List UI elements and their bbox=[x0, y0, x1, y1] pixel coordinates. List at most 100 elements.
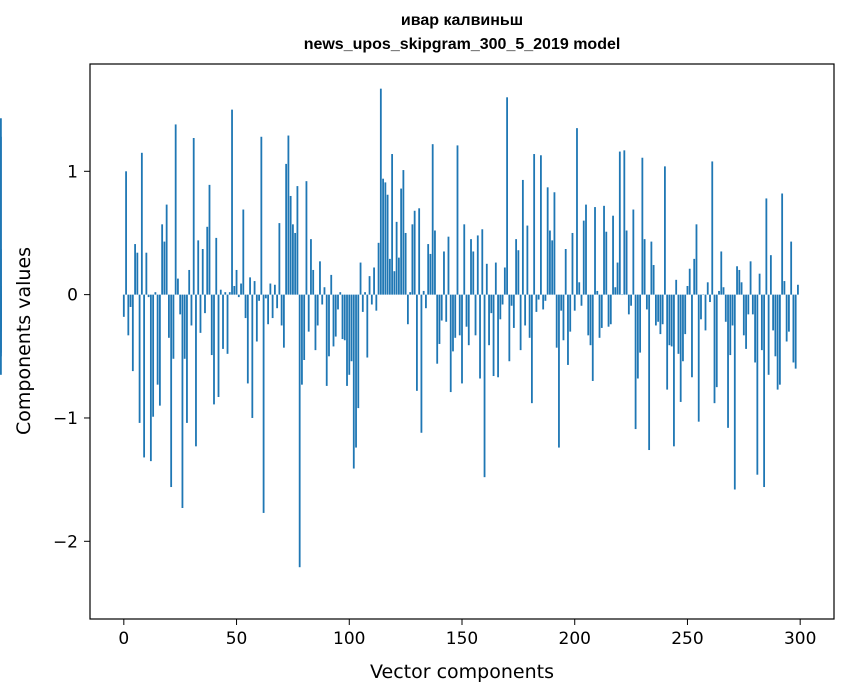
bar bbox=[600, 294, 603, 328]
bar bbox=[524, 294, 527, 326]
bar bbox=[706, 282, 709, 295]
bar bbox=[337, 294, 339, 310]
bar bbox=[307, 294, 310, 332]
bar bbox=[273, 284, 276, 295]
bar bbox=[691, 294, 693, 378]
bar bbox=[616, 262, 619, 295]
bar bbox=[760, 294, 763, 351]
bar bbox=[742, 294, 745, 336]
bar bbox=[251, 294, 254, 418]
bar bbox=[361, 294, 364, 312]
y-tick-label: −2 bbox=[53, 532, 78, 552]
bar bbox=[675, 279, 678, 295]
bar bbox=[709, 294, 711, 303]
bar bbox=[222, 294, 224, 349]
bar bbox=[517, 250, 520, 295]
bar bbox=[276, 294, 279, 309]
bar bbox=[474, 294, 477, 336]
bar bbox=[316, 294, 319, 326]
x-tick-label: 100 bbox=[333, 629, 365, 649]
x-tick-label: 300 bbox=[784, 629, 816, 649]
bar bbox=[269, 283, 272, 295]
bar bbox=[125, 171, 127, 295]
bar bbox=[797, 284, 799, 295]
bar bbox=[688, 268, 691, 295]
bar bbox=[465, 294, 468, 327]
bar bbox=[470, 239, 472, 295]
bar bbox=[657, 294, 660, 322]
bar bbox=[540, 155, 542, 295]
bar bbox=[303, 294, 306, 360]
bar bbox=[745, 294, 747, 349]
bar bbox=[576, 128, 578, 295]
bar bbox=[503, 267, 506, 295]
bar bbox=[188, 269, 191, 295]
bar bbox=[289, 195, 292, 295]
bar bbox=[213, 294, 215, 405]
bar bbox=[237, 294, 240, 298]
bar bbox=[158, 294, 161, 406]
bar bbox=[325, 294, 328, 386]
x-tick-label: 50 bbox=[226, 629, 248, 649]
bar bbox=[458, 294, 461, 336]
bar bbox=[122, 294, 125, 317]
bar bbox=[145, 252, 148, 295]
bar bbox=[431, 144, 434, 295]
bar bbox=[673, 294, 675, 447]
bar bbox=[420, 294, 423, 433]
bar bbox=[201, 249, 204, 295]
bar bbox=[704, 294, 707, 331]
bar bbox=[648, 294, 651, 451]
bar bbox=[138, 294, 141, 423]
bar bbox=[154, 292, 157, 295]
bar bbox=[186, 294, 188, 423]
bar bbox=[499, 294, 502, 320]
bar bbox=[560, 294, 563, 311]
bar bbox=[501, 294, 504, 305]
bar bbox=[312, 269, 315, 295]
bar bbox=[792, 294, 795, 363]
bar bbox=[488, 294, 490, 346]
bar bbox=[776, 294, 779, 390]
bar bbox=[163, 241, 166, 295]
bar bbox=[781, 193, 784, 295]
bar bbox=[0, 294, 2, 303]
bar bbox=[262, 294, 265, 513]
bar bbox=[562, 294, 565, 341]
bar bbox=[747, 294, 750, 315]
bar bbox=[136, 252, 139, 295]
bar bbox=[131, 294, 134, 372]
bar bbox=[751, 294, 754, 315]
bar bbox=[172, 294, 175, 359]
bar bbox=[573, 294, 576, 311]
bar bbox=[352, 294, 355, 469]
bar bbox=[634, 294, 637, 430]
bar bbox=[436, 294, 439, 364]
bar bbox=[727, 294, 729, 428]
bar bbox=[794, 294, 797, 369]
bar bbox=[718, 290, 720, 295]
bar bbox=[152, 294, 155, 417]
bar bbox=[585, 204, 587, 295]
bar bbox=[481, 229, 484, 295]
bar bbox=[607, 294, 610, 327]
bar bbox=[413, 210, 416, 295]
bar bbox=[530, 294, 533, 404]
bar bbox=[177, 278, 179, 295]
bar bbox=[192, 138, 195, 295]
bar bbox=[219, 289, 222, 295]
bar bbox=[546, 187, 549, 295]
bar bbox=[461, 294, 463, 384]
bar bbox=[149, 294, 152, 462]
bar bbox=[350, 294, 353, 362]
bar bbox=[639, 294, 642, 353]
bar bbox=[519, 294, 522, 351]
bar bbox=[440, 294, 443, 321]
bar bbox=[425, 294, 427, 309]
bar bbox=[731, 294, 734, 326]
bar bbox=[165, 204, 168, 295]
bar bbox=[258, 294, 260, 301]
y-axis-label: Components values bbox=[13, 247, 35, 435]
bar bbox=[682, 294, 684, 362]
